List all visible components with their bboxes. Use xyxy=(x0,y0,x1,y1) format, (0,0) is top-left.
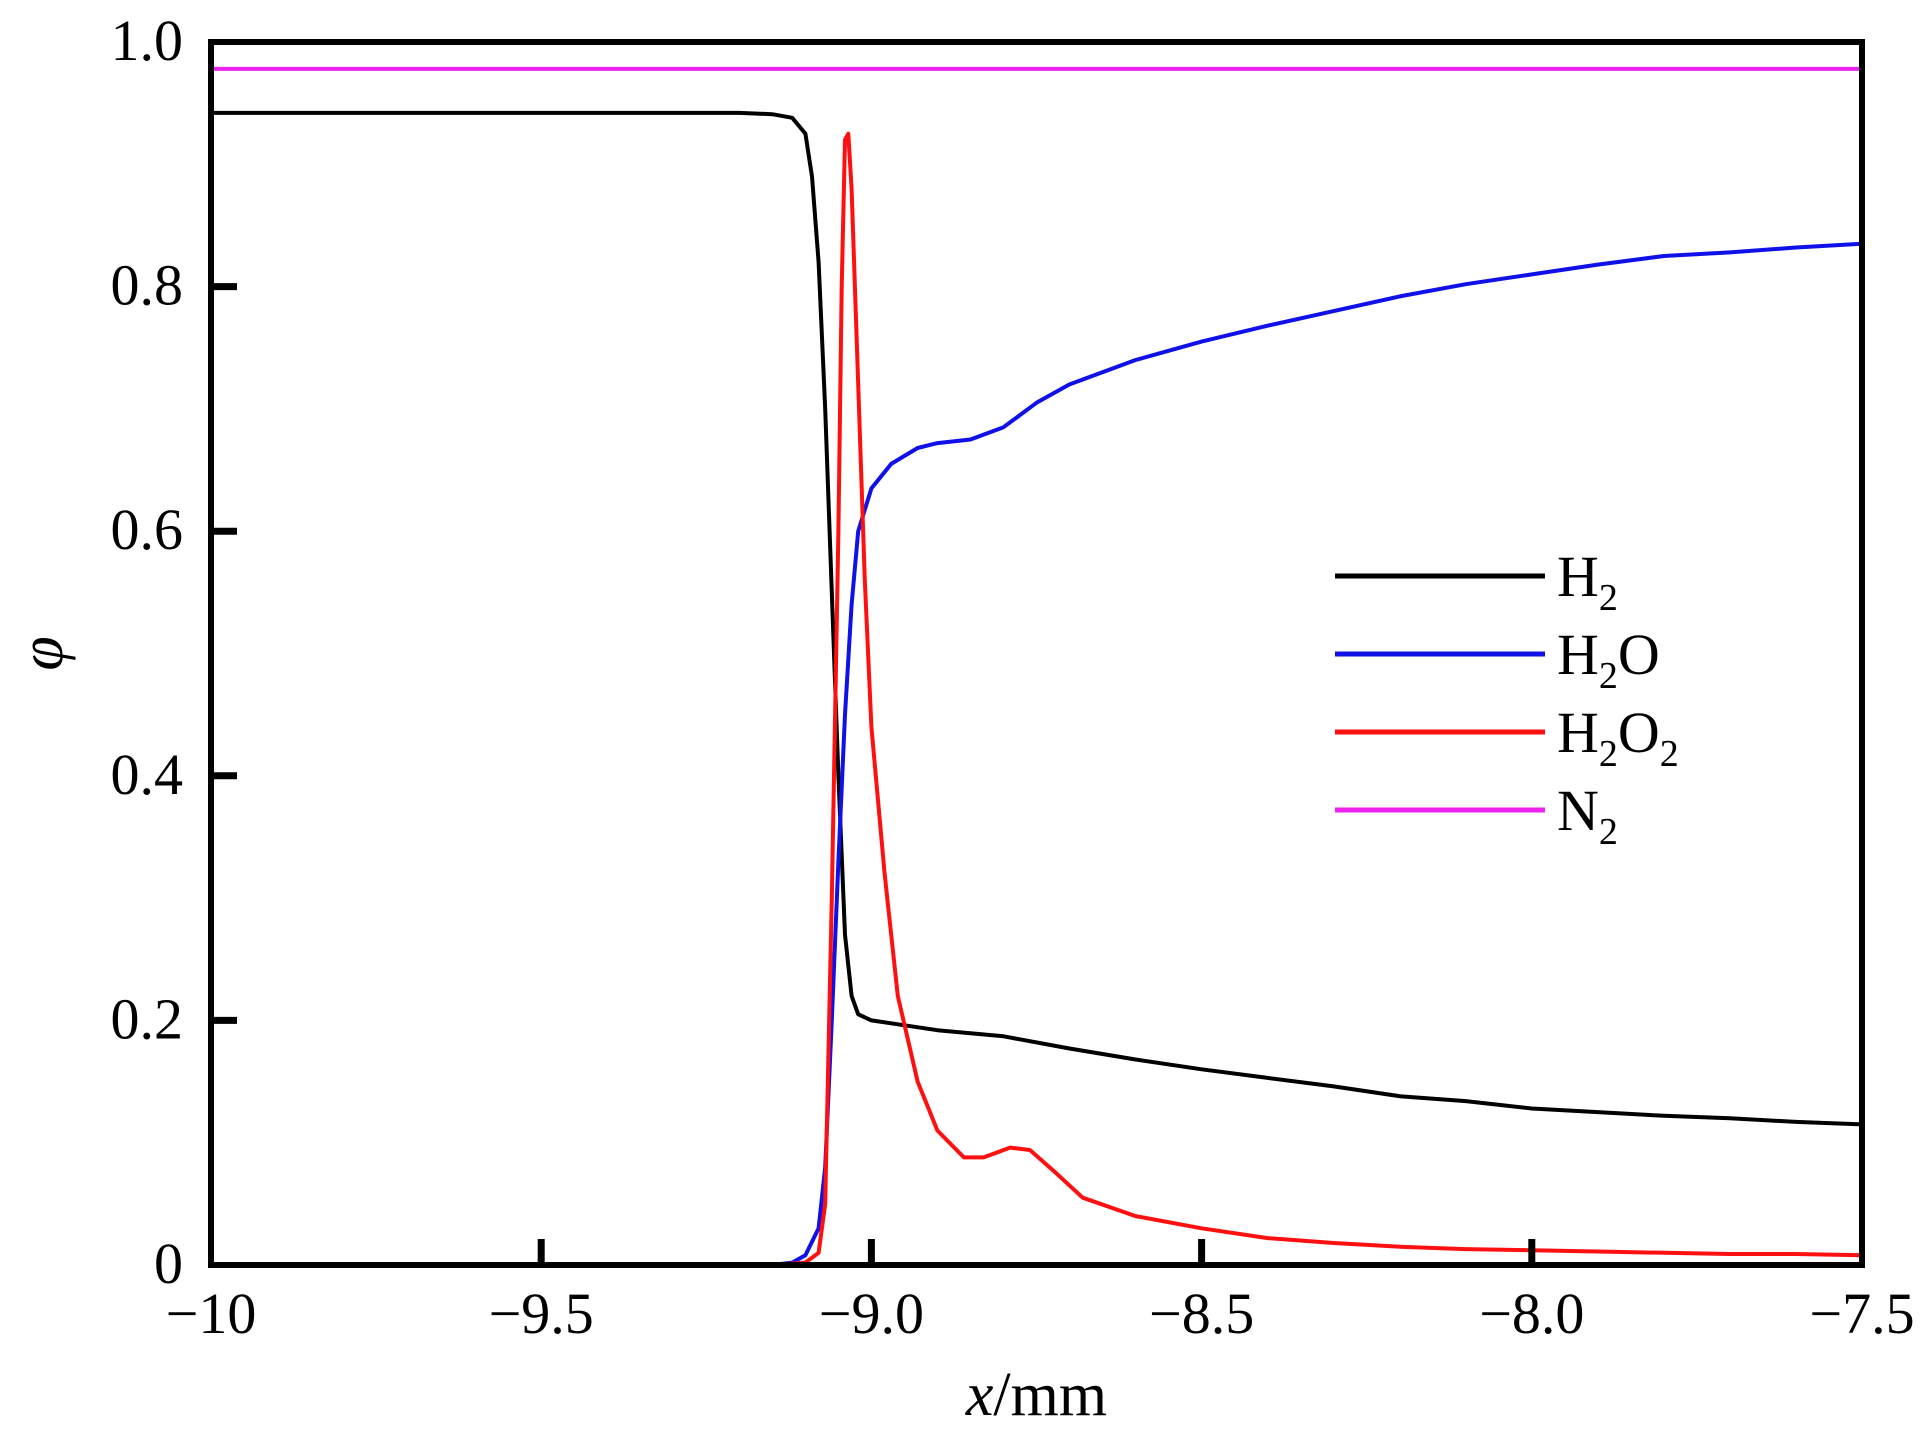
plot-lines xyxy=(209,66,1864,1267)
legend-label-3: N2 xyxy=(1557,778,1618,853)
y-axis-label: φ xyxy=(8,636,76,670)
y-tick-label: 0.4 xyxy=(111,742,184,807)
x-tick-label: −9.5 xyxy=(489,1281,594,1346)
x-axis-label: x/mm xyxy=(965,1361,1107,1429)
x-tick-label: −9.0 xyxy=(819,1281,924,1346)
x-tick-label: −8.0 xyxy=(1479,1281,1584,1346)
y-tick-label: 0.2 xyxy=(111,986,184,1051)
x-tick-label: −7.5 xyxy=(1809,1281,1914,1346)
legend-label-1: H2O xyxy=(1557,622,1660,697)
legend-label-2: H2O2 xyxy=(1557,700,1679,775)
legend-label-0: H2 xyxy=(1557,544,1618,619)
plot-frame xyxy=(208,39,1865,1268)
y-tick-label: 1.0 xyxy=(111,8,184,73)
y-tick-label: 0.6 xyxy=(111,497,184,562)
series-line-2 xyxy=(242,131,1864,1267)
axis-ticks xyxy=(211,283,1536,1265)
x-tick-label: −8.5 xyxy=(1149,1281,1254,1346)
tick-labels: −10 −9.5 −9.0 −8.5 −8.0 −7.5 0 0.2 0.4 0.6 0.8 1.0 xyxy=(111,8,1915,1346)
y-tick-label: 0.8 xyxy=(111,253,184,318)
x-tick-label: −10 xyxy=(166,1281,257,1346)
y-tick-label: 0 xyxy=(154,1231,183,1296)
